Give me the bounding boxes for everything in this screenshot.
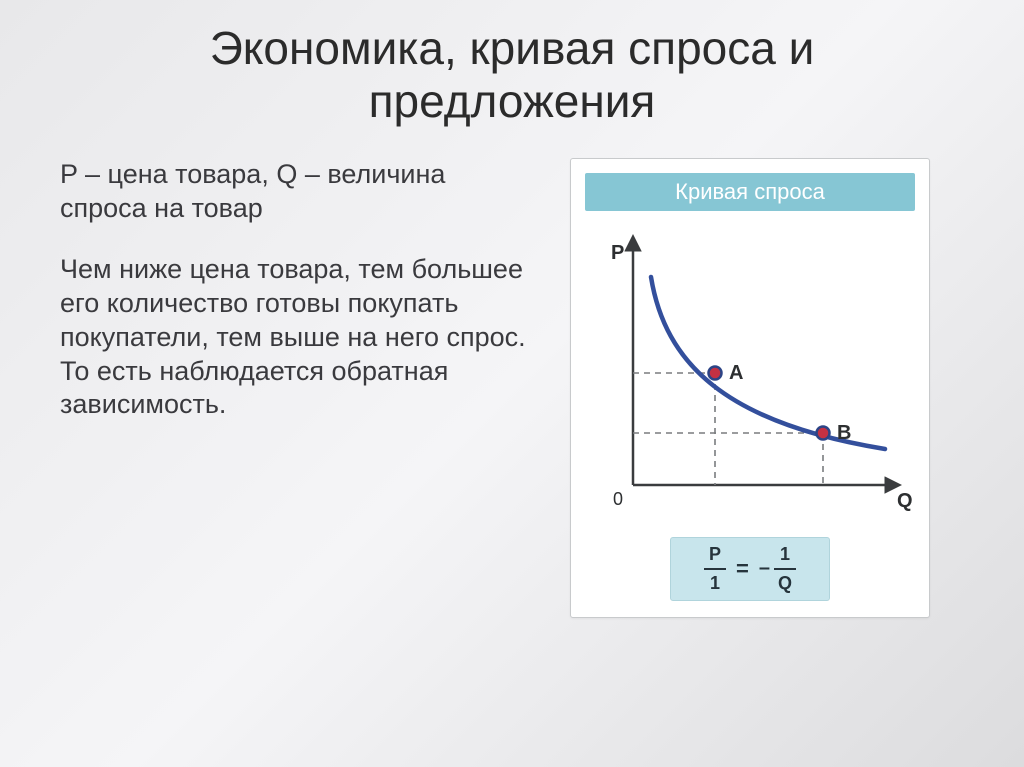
frac-left-bar: [704, 568, 726, 570]
title-line-2: предложения: [369, 75, 656, 127]
x-axis-label: Q: [897, 490, 913, 512]
equals-sign: =: [736, 556, 749, 582]
point-a: [709, 366, 722, 379]
negative-group: – 1 Q: [759, 544, 796, 594]
slide-title: Экономика, кривая спроса и предложения: [0, 0, 1024, 128]
point-label-a: A: [729, 362, 743, 384]
chart-column: Кривая спроса P Q 0 A B P 1 = – 1 Q: [550, 158, 950, 618]
point-b: [817, 426, 830, 439]
origin-label: 0: [613, 489, 623, 509]
frac-right-bar: [774, 568, 796, 570]
frac-left-den: 1: [710, 573, 720, 594]
fraction-left: P 1: [704, 544, 726, 594]
chart-card: Кривая спроса P Q 0 A B P 1 = – 1 Q: [570, 158, 930, 618]
fraction-right: 1 Q: [774, 544, 796, 594]
text-column: P – цена товара, Q – величина спроса на …: [60, 158, 530, 618]
frac-left-num: P: [709, 544, 721, 565]
negative-sign: –: [759, 557, 770, 580]
frac-right-den: Q: [778, 573, 792, 594]
plot-svg: P Q 0 A B: [585, 223, 915, 523]
definition-paragraph: P – цена товара, Q – величина спроса на …: [60, 158, 530, 226]
formula-box: P 1 = – 1 Q: [670, 537, 830, 601]
chart-title: Кривая спроса: [585, 173, 915, 211]
point-label-b: B: [837, 422, 851, 444]
frac-right-num: 1: [780, 544, 790, 565]
content-row: P – цена товара, Q – величина спроса на …: [0, 128, 1024, 618]
y-axis-label: P: [611, 242, 624, 264]
title-line-1: Экономика, кривая спроса и: [210, 22, 815, 74]
demand-curve-plot: P Q 0 A B: [585, 223, 915, 523]
explanation-paragraph: Чем ниже цена товара, тем большее его ко…: [60, 253, 530, 422]
